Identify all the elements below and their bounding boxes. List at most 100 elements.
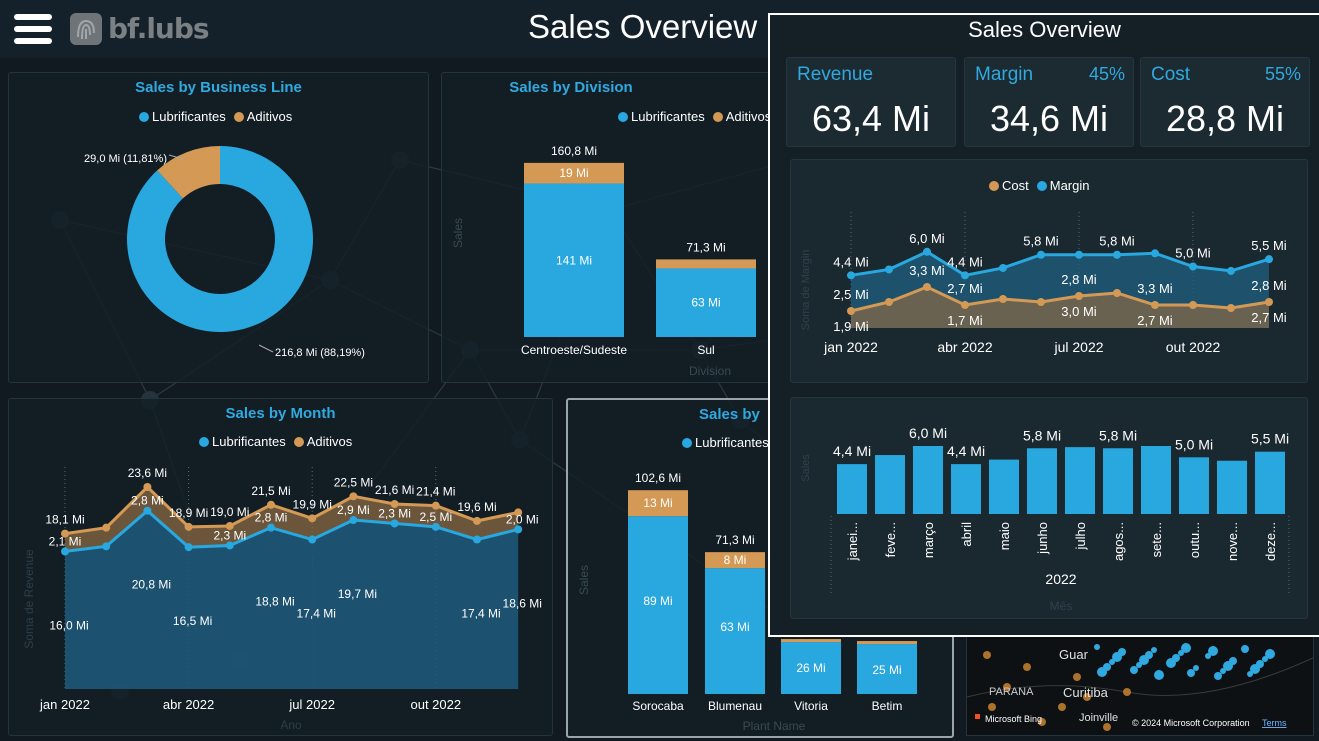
point-aditivos (102, 523, 111, 532)
card-label: Revenue (797, 64, 874, 85)
point-aditivos (514, 508, 523, 517)
point-cost (847, 307, 855, 315)
card-percent: 55% (1264, 64, 1301, 84)
bing-label: Microsoft Bing (985, 714, 1042, 724)
microsoft-logo-icon (975, 714, 980, 719)
point-cost (1037, 298, 1045, 306)
point-cost (1075, 292, 1083, 300)
data-label-cost: 1,9 Mi (833, 319, 869, 334)
legend-item-aditivos[interactable]: Aditivos (712, 109, 771, 124)
map-point-blue (1265, 649, 1275, 659)
data-label-cost: 1,7 Mi (947, 313, 983, 328)
map-point-blue (1154, 670, 1164, 680)
terms-link: Terms (1262, 718, 1287, 728)
legend-label: Lubrificantes (695, 435, 769, 450)
map-point-orange (1103, 723, 1111, 731)
bar-lubrificantes (781, 642, 841, 694)
x-tick-label: janei... (845, 522, 860, 561)
legend: Lubrificantes Aditivos (199, 434, 352, 449)
card-cost[interactable]: Cost 55% 28,8 Mi (1140, 57, 1310, 147)
card-value: 63,4 Mi (811, 98, 931, 139)
map-point-blue (1181, 643, 1191, 653)
data-label-cost: 3,0 Mi (1061, 304, 1097, 319)
panel-title: Sales by Month (225, 405, 336, 422)
bar-label: 141 Mi (556, 253, 592, 267)
bar-aditivos (524, 162, 624, 184)
bar-label: 26 Mi (796, 661, 825, 675)
x-tick-label: abr 2022 (937, 339, 992, 355)
panel-title: Sales by Business Line (135, 79, 302, 96)
point-aditivos (143, 483, 152, 491)
map-label: PARANA (989, 686, 1034, 698)
legend-item-aditivos[interactable]: Aditivos (233, 109, 292, 124)
legend-item-lubrificantes[interactable]: Lubrificantes (682, 435, 769, 450)
data-label-total: 21,5 Mi (251, 484, 290, 498)
point-margin (961, 271, 969, 280)
bar-aditivos (656, 259, 756, 269)
bar-lubrificantes (857, 644, 917, 694)
data-label-margin: 4,4 Mi (833, 254, 869, 269)
data-label-margin: 4,4 Mi (947, 254, 983, 269)
legend-label: Lubrificantes (212, 434, 286, 449)
data-label-cost: 2,7 Mi (1251, 310, 1287, 325)
map-label: Guar (1059, 647, 1089, 662)
point-lubrificantes (349, 516, 358, 525)
map-canvas[interactable]: Guar PARANA Curitiba Joinville Microsoft Bin… (967, 637, 1314, 736)
data-label-aditivos: 2,3 Mi (378, 506, 411, 520)
bar-label: 5,0 Mi (1175, 436, 1213, 452)
panel-month[interactable]: Sales by Month Lubrificantes Aditivos So… (8, 398, 553, 736)
map-background (967, 637, 1313, 735)
legend-item-margin[interactable]: Margin (1036, 178, 1089, 193)
area-aditivos (65, 487, 519, 552)
data-label-total: 18,9 Mi (169, 506, 208, 520)
bar-lubrificantes (524, 183, 624, 337)
hamburger-icon[interactable] (14, 14, 52, 44)
logo: bf.lubs (70, 12, 210, 45)
x-tick-label: abr 2022 (163, 697, 214, 712)
map-point-blue (1118, 648, 1126, 656)
legend-item-aditivos[interactable]: Aditivos (293, 434, 352, 449)
x-tick-label: sete... (1149, 522, 1164, 557)
panel-division[interactable]: Sales by Division Lubrificantes Aditivos… (441, 72, 781, 383)
total-label: 102,6 Mi (635, 471, 681, 485)
data-label-lubrificantes: 16,0 Mi (49, 618, 88, 632)
map-point-blue (1241, 645, 1249, 653)
legend-item-lubrificantes[interactable]: Lubrificantes (618, 109, 705, 124)
point-lubrificantes (225, 541, 234, 550)
legend-item-cost[interactable]: Cost (989, 178, 1029, 193)
data-label-total: 23,6 Mi (128, 466, 167, 480)
margin-cost-chart-panel[interactable]: Cost Margin Soma de Margin 4,4 Mi 6,0 Mi 4,… (790, 159, 1308, 383)
area-cost (851, 287, 1269, 328)
map-point-blue (1145, 651, 1153, 659)
panel-business-line[interactable]: Sales by Business Line Lubrificantes Adi… (8, 72, 429, 383)
map-point-orange (1003, 683, 1011, 691)
slice-lubrificantes (127, 146, 313, 332)
legend-item-lubrificantes[interactable]: Lubrificantes (139, 109, 226, 124)
bar-month (1255, 451, 1285, 514)
total-label: 160,8 Mi (551, 144, 597, 158)
monthly-sales-chart-panel[interactable]: Sales 4,4 Mi janei... feve... 6,0 Mi março 4,4… (790, 397, 1308, 619)
point-margin (1227, 266, 1235, 275)
bar-label: 13 Mi (643, 496, 672, 510)
data-label-cost: 3,3 Mi (1137, 281, 1173, 296)
point-lubrificantes (308, 535, 317, 544)
bar-label: 5,8 Mi (1023, 427, 1061, 443)
map-point-orange (1123, 688, 1131, 696)
line-cost (850, 285, 1270, 313)
point-aditivos (349, 492, 358, 501)
card-margin[interactable]: Margin 45% 34,6 Mi (964, 57, 1134, 147)
map[interactable]: Guar PARANA Curitiba Joinville Microsoft Bin… (966, 636, 1314, 736)
bar-aditivos (857, 641, 917, 645)
year-label: 2022 (1045, 571, 1076, 587)
bar-label: 63 Mi (691, 296, 720, 310)
map-point-orange (1058, 703, 1066, 711)
point-margin (923, 247, 931, 256)
point-lubrificantes (431, 522, 440, 531)
monthly-sales-bar-chart: Sales 4,4 Mi janei... feve... 6,0 Mi março 4,4… (800, 425, 1290, 613)
card-revenue[interactable]: Revenue 63,4 Mi (786, 57, 956, 147)
x-tick-label: Betim (872, 699, 903, 713)
map-point-orange (988, 703, 996, 711)
legend-item-lubrificantes[interactable]: Lubrificantes (199, 434, 286, 449)
card-value: 34,6 Mi (989, 98, 1109, 139)
